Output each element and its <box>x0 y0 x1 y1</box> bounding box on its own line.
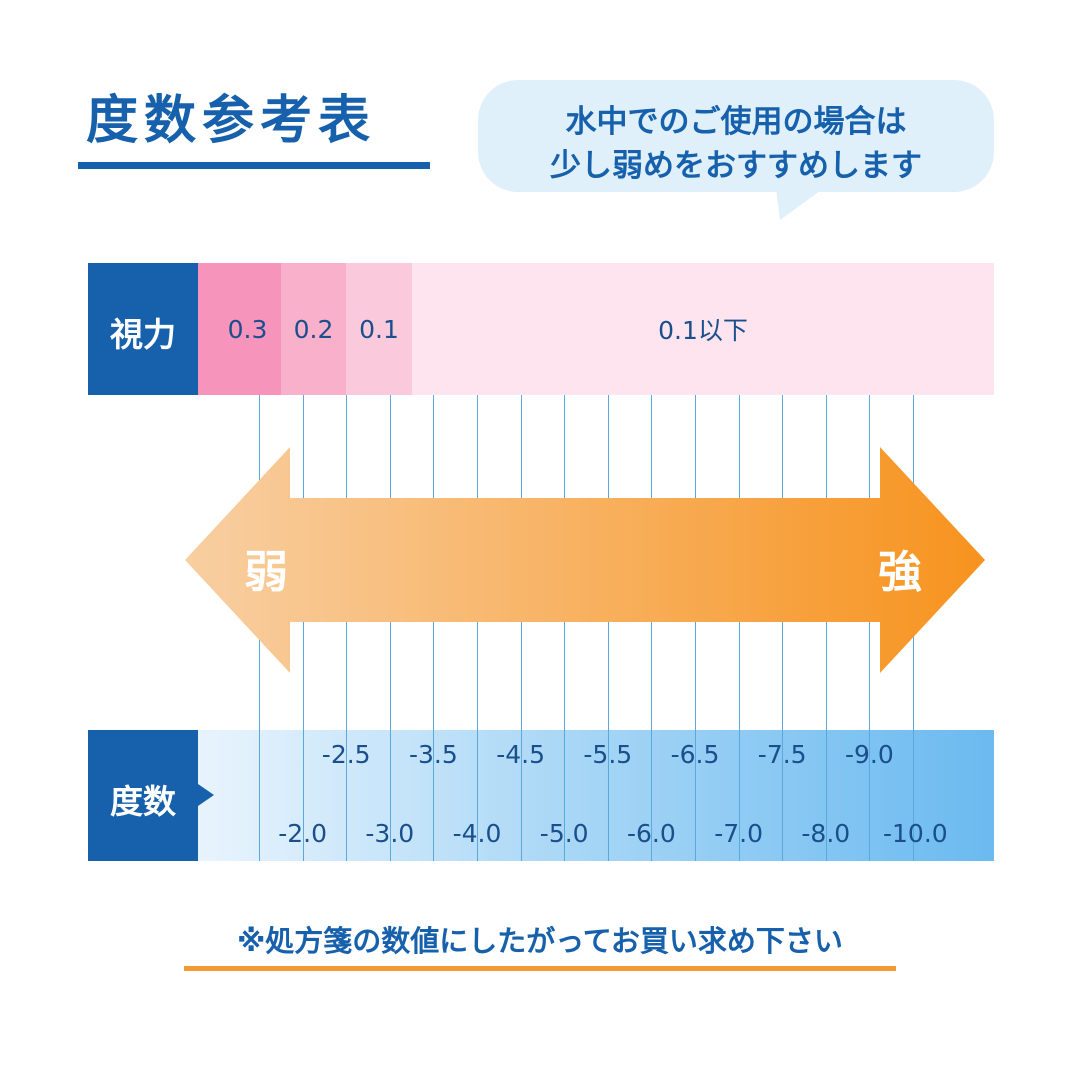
power-value-top: -3.5 <box>409 740 458 769</box>
vision-cell-lead <box>198 263 214 395</box>
power-value-bottom: -3.0 <box>365 819 415 848</box>
guide-line <box>564 395 565 861</box>
guide-line <box>739 395 740 861</box>
power-value-bottom: -2.0 <box>278 819 327 848</box>
guide-line <box>433 395 434 861</box>
power-value-bottom: -8.0 <box>801 819 851 848</box>
power-value-bottom: -4.0 <box>452 819 502 848</box>
power-label-box <box>88 730 198 861</box>
bubble-line-2: 少し弱めをおすすめします <box>550 148 922 184</box>
title-underline <box>78 162 430 169</box>
strong-label: 強 <box>878 547 922 598</box>
power-value-top: -7.5 <box>757 740 807 769</box>
guide-line <box>695 395 696 861</box>
guide-line <box>782 395 783 861</box>
power-value-bottom: -7.0 <box>714 819 763 848</box>
guide-line <box>477 395 478 861</box>
power-value-top: -6.5 <box>670 740 720 769</box>
vision-cell-below-0-1: 0.1以下 <box>412 263 994 395</box>
power-value-top: -2.5 <box>321 740 371 769</box>
guide-line <box>303 395 304 861</box>
vision-cell-0-1: 0.1 <box>346 263 412 395</box>
footer-underline <box>184 966 896 971</box>
vision-cell-0-3: 0.3 <box>214 263 281 395</box>
guide-line <box>826 395 827 861</box>
vision-label-box <box>88 263 198 395</box>
guide-line <box>346 395 347 861</box>
power-label-arrow <box>198 784 214 806</box>
power-value-top: -4.5 <box>496 740 545 769</box>
power-value-bottom: -6.0 <box>627 819 676 848</box>
vision-cell-0-2: 0.2 <box>281 263 346 395</box>
power-value-bottom: -10.0 <box>883 819 948 848</box>
power-label: 度数 <box>110 782 176 821</box>
vision-label: 視力 <box>110 315 176 354</box>
guide-line <box>608 395 609 861</box>
power-value-bottom: -5.0 <box>539 819 589 848</box>
page-title: 度数参考表 <box>86 91 377 151</box>
footer-note: ※処方箋の数値にしたがってお買い求め下さい <box>237 924 843 958</box>
guide-line <box>651 395 652 861</box>
guide-line <box>390 395 391 861</box>
power-value-top: -5.5 <box>583 740 633 769</box>
speech-bubble-tail <box>776 188 824 220</box>
guide-line <box>869 395 870 861</box>
power-value-top: -9.0 <box>845 740 894 769</box>
weak-label: 弱 <box>244 547 288 598</box>
double-arrow-shape <box>185 447 985 673</box>
speech-bubble <box>478 80 994 192</box>
bubble-line-1: 水中でのご使用の場合は <box>565 104 907 140</box>
guide-line <box>521 395 522 861</box>
